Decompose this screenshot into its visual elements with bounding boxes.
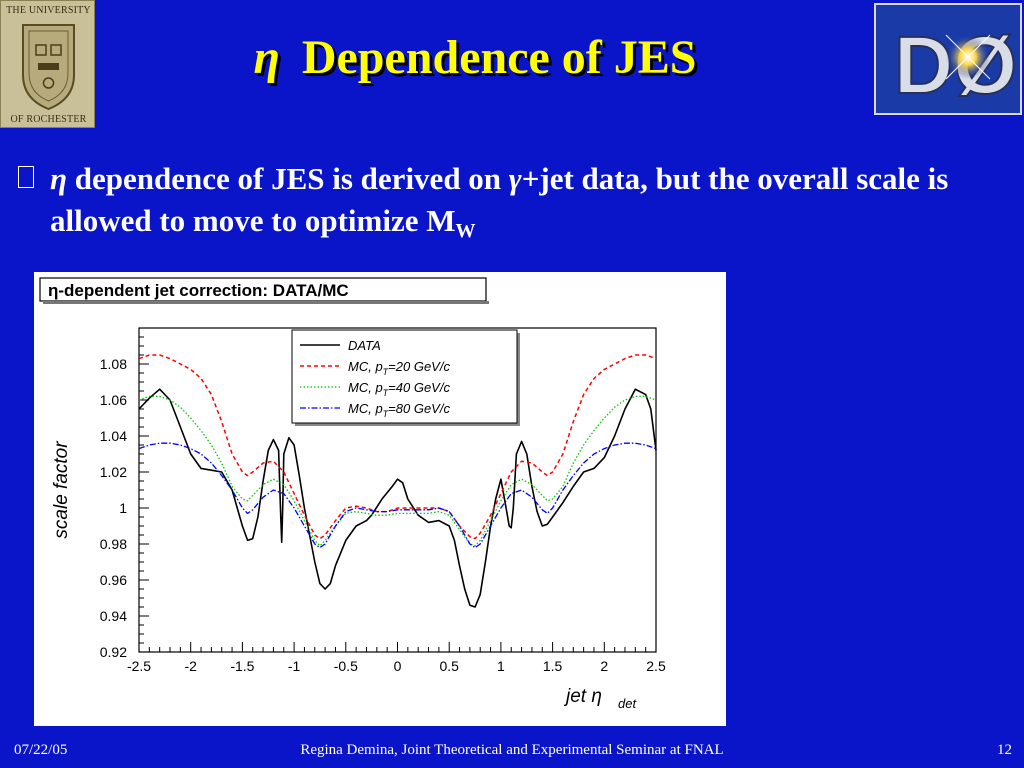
footer-center-text: Regina Demina, Joint Theoretical and Exp… [300,742,724,758]
bullet-eta: η [50,161,68,196]
bullet-marker-icon [18,166,34,188]
x-tick-label: -1.5 [230,658,254,674]
series-line-1 [138,354,657,540]
title-text: Dependence of JES [301,31,697,84]
legend-label-0: DATA [348,338,381,353]
y-tick-label: 1.08 [100,356,127,372]
seal-icon [22,24,75,111]
d0-emblem-icon: DØ [893,19,1018,112]
x-axis-label-subscript: det [618,696,637,711]
title-eta: η [253,31,280,84]
legend-label-1: MC, pT=20 GeV/c [348,359,450,377]
bullet-text-1: dependence of JES is derived on [67,161,509,196]
footer-page-number: 12 [997,742,1012,758]
x-tick-label: -1 [288,658,301,674]
y-tick-label: 0.98 [100,536,127,552]
legend-label-3: MC, pT=80 GeV/c [348,401,450,419]
y-tick-label: 0.92 [100,644,127,660]
x-tick-label: 2 [600,658,608,674]
series-line-0 [138,388,657,608]
legend-label-2: MC, pT=40 GeV/c [348,380,450,398]
d0-logo: DØ [874,3,1022,115]
bullet-item: η dependence of JES is derived on γ+jet … [18,158,978,252]
chart-panel: η-dependent jet correction: DATA/MC -2.5 -… [34,272,726,726]
footer-date: 07/22/05 [14,742,68,758]
x-axis-label: jet η [563,686,602,707]
y-tick-label: 1.06 [100,392,127,408]
x-tick-label: -2.5 [127,658,151,674]
x-tick-label: 2.5 [646,658,666,674]
series-line-3 [138,442,657,549]
bullet-subscript: W [455,220,476,242]
x-tick-label: 1.5 [543,658,563,674]
chart-title: η-dependent jet correction: DATA/MC [48,281,349,300]
bullet-gamma: γ [508,161,522,196]
logo-text-bottom: OF ROCHESTER [10,114,87,125]
y-tick-label: 0.96 [100,572,127,588]
x-tick-label: -2 [184,658,197,674]
y-tick-label: 0.94 [100,608,127,624]
y-tick-label: 1 [119,500,127,516]
series-line-2 [138,395,657,547]
x-tick-label: 1 [497,658,505,674]
y-tick-label: 1.04 [100,428,127,444]
logo-text-top: THE UNIVERSITY [6,5,91,16]
x-tick-label: -0.5 [334,658,358,674]
bullet-text-2: +jet data, but the overall scale is allo… [50,161,949,238]
chart-title-shadow [43,301,489,304]
jes-scale-factor-chart: η-dependent jet correction: DATA/MC -2.5 -… [39,277,666,711]
bullet-text: η dependence of JES is derived on γ+jet … [50,158,978,252]
x-tick-label: 0 [394,658,402,674]
y-tick-label: 1.02 [100,464,127,480]
slide-title: η Dependence of JES [0,30,950,85]
y-axis-label: scale factor [51,441,72,539]
x-tick-label: 0.5 [439,658,459,674]
university-of-rochester-logo: THE UNIVERSITY OF ROCHESTER [0,0,95,128]
